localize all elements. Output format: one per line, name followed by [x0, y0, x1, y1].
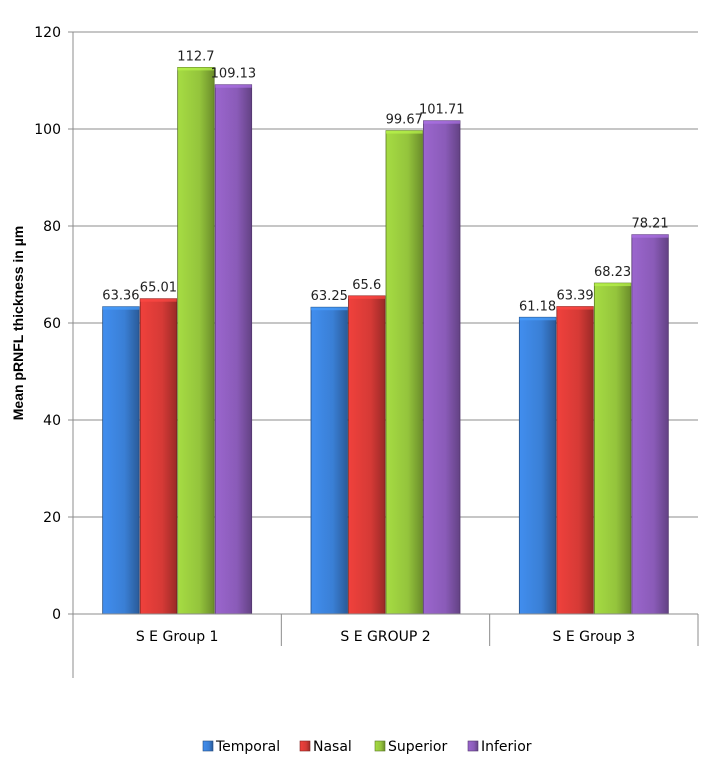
y-tick-label: 0: [52, 607, 61, 623]
bar-temporal-2: [310, 306, 348, 615]
data-label: 65.01: [140, 281, 177, 296]
data-label: 63.39: [556, 289, 593, 304]
legend-label: Temporal: [215, 739, 280, 755]
bar-inferior-2: [423, 120, 461, 615]
bar-superior-3: [593, 282, 632, 615]
bar-top-highlight: [556, 306, 594, 310]
legend: Temporal Nasal Superior Inferior: [202, 739, 532, 755]
bar-top-highlight: [594, 283, 631, 287]
y-tick-label: 80: [43, 219, 61, 235]
bar-inferior-3: [631, 234, 669, 615]
bar-top-highlight: [215, 84, 252, 88]
y-tick-label: 20: [43, 510, 61, 526]
data-label: 65.6: [352, 278, 381, 293]
data-label: 61.18: [519, 299, 556, 314]
bar-nasal-3: [556, 306, 594, 615]
category-labels: S E Group 1 S E GROUP 2 S E Group 3: [136, 629, 635, 645]
y-tick-label: 40: [43, 413, 61, 429]
data-label: 101.71: [419, 103, 465, 118]
bar-top-highlight: [177, 67, 215, 71]
bar-nasal-1: [139, 298, 178, 615]
category-label: S E Group 3: [553, 629, 636, 645]
bar-top-highlight: [102, 306, 140, 310]
category-label: S E GROUP 2: [340, 629, 430, 645]
legend-swatch-superior: [374, 740, 386, 752]
data-label: 68.23: [594, 265, 631, 280]
data-label: 99.67: [386, 113, 423, 128]
bar-top-highlight: [386, 130, 423, 134]
legend-swatch-inferior: [467, 740, 479, 752]
y-axis-ticks: 0 20 40 60 80 100 120: [34, 25, 73, 623]
bar-top-highlight: [348, 295, 385, 299]
data-label: 63.25: [311, 289, 348, 304]
bar-inferior-1: [214, 84, 253, 615]
bar-top-highlight: [311, 307, 348, 311]
bar-superior-1: [177, 67, 215, 615]
bar-top-highlight: [423, 120, 460, 124]
legend-swatch-temporal: [202, 740, 214, 752]
category-label: S E Group 1: [136, 629, 219, 645]
bar-top-highlight: [631, 234, 669, 238]
bar-nasal-2: [348, 295, 386, 615]
gridlines: [73, 31, 698, 615]
data-label: 63.36: [102, 289, 139, 304]
data-label: 112.7: [177, 49, 214, 64]
axes: [72, 32, 699, 678]
bar-temporal-3: [518, 316, 557, 615]
bar-top-highlight: [140, 298, 177, 302]
y-tick-label: 60: [43, 316, 61, 332]
y-axis-label: Mean pRNFL thickness in µm: [10, 226, 26, 421]
y-tick-label: 100: [34, 122, 61, 138]
data-label: 109.13: [211, 67, 257, 82]
bar-temporal-1: [102, 306, 140, 615]
bar-top-highlight: [519, 317, 556, 321]
legend-label: Nasal: [313, 739, 352, 755]
legend-swatch-nasal: [299, 740, 311, 752]
bars: [102, 67, 669, 615]
bar-superior-2: [385, 130, 423, 615]
data-label: 78.21: [631, 217, 668, 232]
legend-label: Superior: [388, 739, 447, 755]
y-tick-label: 120: [34, 25, 61, 41]
legend-label: Inferior: [481, 739, 532, 755]
